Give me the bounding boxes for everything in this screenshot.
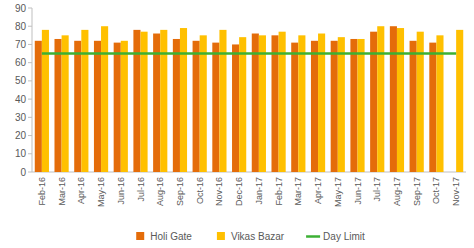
y-tick xyxy=(28,172,32,173)
x-tick-label: Sep-17 xyxy=(412,177,422,206)
y-tick-label: 90 xyxy=(15,3,27,14)
legend-item: Vikas Bazar xyxy=(217,231,285,242)
bar xyxy=(456,30,463,172)
y-tick xyxy=(28,8,32,9)
x-tick-label: Nov-16 xyxy=(214,177,224,206)
y-tick-label: 10 xyxy=(15,148,27,159)
y-tick xyxy=(28,99,32,100)
bar xyxy=(94,41,101,172)
y-tick xyxy=(28,80,32,81)
bar xyxy=(239,37,246,172)
x-tick-label: Apr-16 xyxy=(76,177,86,204)
bar xyxy=(232,44,239,172)
legend-label: Vikas Bazar xyxy=(231,231,285,242)
x-tick-label: Oct-17 xyxy=(431,177,441,204)
x-tick-label: Mar-16 xyxy=(57,177,67,206)
x-tick-label: Aug-17 xyxy=(392,177,402,206)
x-tick-label: Sep-16 xyxy=(175,177,185,206)
bar xyxy=(331,41,338,172)
bar xyxy=(377,26,384,172)
legend-item: Day Limit xyxy=(306,231,365,242)
x-tick-label: Jun-17 xyxy=(353,177,363,205)
y-tick-label: 20 xyxy=(15,130,27,141)
bar xyxy=(133,30,140,172)
x-tick-label: Jul-17 xyxy=(372,177,382,202)
x-tick-label: Jan-17 xyxy=(254,177,264,205)
y-tick xyxy=(28,135,32,136)
chart: 0 10 20 30 40 50 60 70 80 90 Feb-16 Mar-16 Apr-16 May… xyxy=(0,0,474,248)
x-tick-label: Mar-17 xyxy=(293,177,303,206)
y-axis xyxy=(32,8,33,172)
legend: Holi Gate Vikas Bazar Day Limit xyxy=(136,231,365,242)
bar xyxy=(173,39,180,172)
y-tick xyxy=(28,117,32,118)
bar xyxy=(298,35,305,172)
bar xyxy=(193,41,200,172)
legend-swatch xyxy=(136,232,144,240)
y-tick-label: 40 xyxy=(15,94,27,105)
bar xyxy=(35,41,42,172)
y-tick xyxy=(28,62,32,63)
bar xyxy=(42,30,49,172)
bar xyxy=(410,41,417,172)
bar xyxy=(311,41,318,172)
legend-label: Day Limit xyxy=(323,231,365,242)
plot-area xyxy=(35,26,463,172)
bar xyxy=(180,28,187,172)
bar xyxy=(397,28,404,172)
x-tick-label: Jun-16 xyxy=(116,177,126,205)
x-tick-label: Apr-17 xyxy=(313,177,323,204)
bar xyxy=(62,35,69,172)
bar xyxy=(81,30,88,172)
legend-swatch xyxy=(217,232,225,240)
y-tick xyxy=(28,44,32,45)
bar xyxy=(200,35,207,172)
x-tick-label: Feb-16 xyxy=(37,177,47,206)
x-tick-label: Nov-17 xyxy=(451,177,461,206)
x-tick-label: Dec-16 xyxy=(234,177,244,206)
bar xyxy=(160,30,167,172)
legend-swatch xyxy=(306,235,320,238)
bar xyxy=(74,41,81,172)
legend-item: Holi Gate xyxy=(136,231,192,242)
x-tick-label: Oct-16 xyxy=(195,177,205,204)
bar xyxy=(429,43,436,172)
x-tick-label: Jul-16 xyxy=(136,177,146,202)
y-tick xyxy=(28,26,32,27)
bar xyxy=(259,35,266,172)
legend-label: Holi Gate xyxy=(150,231,192,242)
bar xyxy=(358,39,365,172)
y-tick-label: 70 xyxy=(15,39,27,50)
bar xyxy=(114,43,121,172)
x-tick-label: Feb-17 xyxy=(274,177,284,206)
bar xyxy=(291,43,298,172)
y-tick-label: 60 xyxy=(15,57,27,68)
bar xyxy=(121,41,128,172)
y-tick-label: 30 xyxy=(15,112,27,123)
x-tick-label: May-16 xyxy=(96,177,106,207)
bar xyxy=(219,30,226,172)
bar xyxy=(390,26,397,172)
y-tick-label: 50 xyxy=(15,75,27,86)
y-tick-label: 80 xyxy=(15,21,27,32)
bar xyxy=(101,26,108,172)
bar xyxy=(338,37,345,172)
bar xyxy=(350,39,357,172)
x-tick-label: Aug-16 xyxy=(155,177,165,206)
y-tick xyxy=(28,153,32,154)
y-tick-label: 0 xyxy=(20,167,26,178)
bar xyxy=(212,43,219,172)
bar xyxy=(436,35,443,172)
line xyxy=(42,52,456,55)
bar xyxy=(54,39,61,172)
bar xyxy=(271,35,278,172)
x-tick-label: May-17 xyxy=(333,177,343,207)
